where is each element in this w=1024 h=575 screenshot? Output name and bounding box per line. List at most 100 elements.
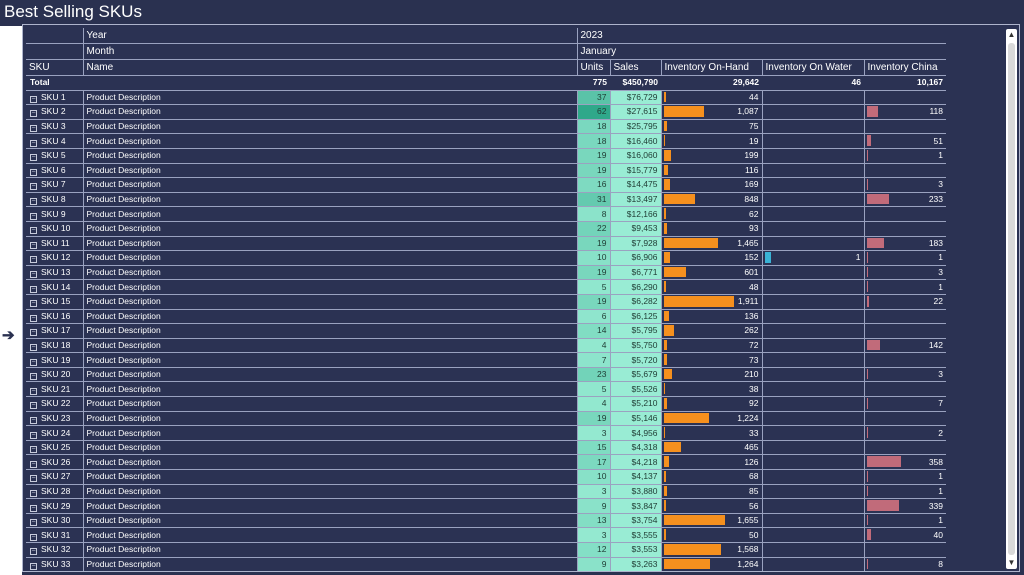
table-row[interactable]: − SKU 7 Product Description 16 $14,475 169 3 [26,177,946,193]
onhand-bar [663,471,666,482]
vertical-scrollbar[interactable]: ▲ ▼ [1006,29,1017,569]
minus-square-icon[interactable]: − [30,358,37,366]
minus-square-icon[interactable]: − [30,139,37,147]
minus-square-icon[interactable]: − [30,110,37,118]
row-units: 3 [576,484,610,500]
minus-square-icon[interactable]: − [30,285,37,293]
row-sales: $3,263 [609,557,661,571]
table-row[interactable]: − SKU 3 Product Description 18 $25,795 75 [26,119,946,135]
minus-square-icon[interactable]: − [30,300,37,308]
table-row[interactable]: − SKU 30 Product Description 13 $3,754 1,655 1 [26,513,946,529]
minus-square-icon[interactable]: − [30,95,37,103]
column-header-water[interactable]: Inventory On Water [761,59,864,76]
table-row[interactable]: − SKU 4 Product Description 18 $16,460 19 51 [26,133,946,149]
minus-square-icon[interactable]: − [30,154,37,162]
row-name: Product Description [82,396,577,412]
table-row[interactable]: − SKU 15 Product Description 19 $6,282 1,911 2… [26,294,946,310]
minus-square-icon[interactable]: − [30,533,37,541]
minus-square-icon[interactable]: − [30,227,37,235]
table-row[interactable]: − SKU 32 Product Description 12 $3,553 1,568 [26,542,946,558]
minus-square-icon[interactable]: − [30,402,37,410]
scroll-down-icon[interactable]: ▼ [1007,558,1016,567]
scroll-thumb[interactable] [1008,43,1015,555]
minus-square-icon[interactable]: − [30,387,37,395]
minus-square-icon[interactable]: − [30,519,37,527]
table-row[interactable]: − SKU 26 Product Description 17 $4,218 126 358 [26,454,946,471]
minus-square-icon[interactable]: − [30,271,37,279]
row-sales: $25,795 [609,119,661,135]
table-row[interactable]: − SKU 8 Product Description 31 $13,497 848 233 [26,192,946,208]
scroll-up-icon[interactable]: ▲ [1007,30,1016,39]
month-value[interactable]: January [576,43,946,60]
table-row[interactable]: − SKU 31 Product Description 3 $3,555 50 40 [26,527,946,543]
row-china: 8 [938,558,943,569]
table-row[interactable]: − SKU 9 Product Description 8 $12,166 62 [26,206,946,222]
table-row[interactable]: − SKU 14 Product Description 5 $6,290 48 1 [26,279,946,295]
column-header-sku[interactable]: SKU [26,59,83,76]
minus-square-icon[interactable]: − [30,183,37,191]
row-units: 4 [576,338,610,354]
minus-square-icon[interactable]: − [30,314,37,322]
table-row[interactable]: − SKU 21 Product Description 5 $5,526 38 [26,381,946,398]
table-row[interactable]: − SKU 16 Product Description 6 $6,125 136 [26,309,946,325]
row-sku: SKU 32 [41,544,71,555]
china-bar [866,398,869,409]
row-name: Product Description [82,177,577,193]
table-row[interactable]: − SKU 19 Product Description 7 $5,720 73 [26,352,946,368]
minus-square-icon[interactable]: − [30,168,37,176]
column-header-china[interactable]: Inventory China [863,59,946,76]
row-name: Product Description [82,381,577,398]
minus-square-icon[interactable]: − [30,416,37,424]
table-row[interactable]: − SKU 17 Product Description 14 $5,795 262 [26,323,946,339]
table-row[interactable]: − SKU 29 Product Description 9 $3,847 56 339 [26,498,946,514]
minus-square-icon[interactable]: − [30,562,37,570]
minus-square-icon[interactable]: − [30,446,37,454]
row-onhand: 48 [749,281,759,292]
minus-square-icon[interactable]: − [30,373,37,381]
row-onhand-cell: 1,264 [660,557,762,571]
row-onhand-cell: 465 [660,440,762,456]
table-row[interactable]: − SKU 25 Product Description 15 $4,318 465 [26,440,946,456]
table-row[interactable]: − SKU 20 Product Description 23 $5,679 210 3 [26,367,946,383]
row-name: Product Description [82,119,577,135]
minus-square-icon[interactable]: − [30,343,37,351]
minus-square-icon[interactable]: − [30,256,37,264]
table-row[interactable]: − SKU 13 Product Description 19 $6,771 601 3 [26,265,946,281]
minus-square-icon[interactable]: − [30,504,37,512]
minus-square-icon[interactable]: − [30,431,37,439]
column-header-units[interactable]: Units [576,59,610,76]
table-row[interactable]: − SKU 22 Product Description 4 $5,210 92 7 [26,396,946,412]
row-onhand: 19 [749,135,759,146]
row-china-cell [863,411,946,427]
onhand-bar [663,106,704,117]
minus-square-icon[interactable]: − [30,460,37,468]
table-row[interactable]: − SKU 28 Product Description 3 $3,880 85 1 [26,484,946,500]
column-header-name[interactable]: Name [82,59,577,76]
table-row[interactable]: − SKU 27 Product Description 10 $4,137 68 1 [26,469,946,485]
minus-square-icon[interactable]: − [30,475,37,483]
column-header-sales[interactable]: Sales [609,59,661,76]
row-onhand: 68 [749,471,759,482]
minus-square-icon[interactable]: − [30,212,37,220]
table-row[interactable]: − SKU 11 Product Description 19 $7,928 1,465 1… [26,236,946,252]
minus-square-icon[interactable]: − [30,241,37,249]
minus-square-icon[interactable]: − [30,489,37,497]
table-row[interactable]: − SKU 24 Product Description 3 $4,956 33 2 [26,425,946,441]
row-china-cell [863,206,946,222]
row-onhand-cell: 1,465 [660,236,762,252]
minus-square-icon[interactable]: − [30,125,37,133]
column-header-onhand[interactable]: Inventory On-Hand [660,59,762,76]
minus-square-icon[interactable]: − [30,329,37,337]
table-row[interactable]: − SKU 1 Product Description 37 $76,729 44 [26,90,946,106]
table-row[interactable]: − SKU 5 Product Description 19 $16,060 199 1 [26,148,946,164]
table-row[interactable]: − SKU 10 Product Description 22 $9,453 93 [26,221,946,237]
minus-square-icon[interactable]: − [30,198,37,206]
table-row[interactable]: − SKU 2 Product Description 62 $27,615 1,087 1… [26,104,946,120]
table-row[interactable]: − SKU 18 Product Description 4 $5,750 72 142 [26,338,946,354]
year-value[interactable]: 2023 [576,28,946,44]
table-row[interactable]: − SKU 33 Product Description 9 $3,263 1,264 8 [26,557,946,571]
minus-square-icon[interactable]: − [30,548,37,556]
table-row[interactable]: − SKU 6 Product Description 19 $15,779 116 [26,163,946,179]
table-row[interactable]: − SKU 23 Product Description 19 $5,146 1,224 [26,411,946,427]
table-row[interactable]: − SKU 12 Product Description 10 $6,906 152 1 1 [26,250,946,266]
